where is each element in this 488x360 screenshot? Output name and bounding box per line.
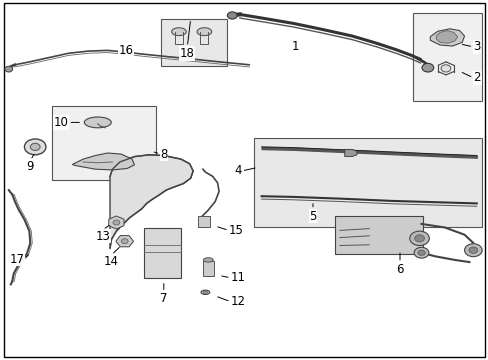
- Polygon shape: [344, 149, 356, 157]
- Text: 7: 7: [160, 292, 167, 305]
- Circle shape: [113, 220, 120, 225]
- Text: 16: 16: [119, 44, 133, 57]
- Circle shape: [414, 235, 424, 242]
- Polygon shape: [110, 155, 193, 248]
- Polygon shape: [435, 31, 457, 43]
- Circle shape: [121, 239, 128, 244]
- Circle shape: [417, 250, 425, 256]
- Ellipse shape: [203, 258, 213, 262]
- Text: 15: 15: [228, 224, 243, 237]
- Ellipse shape: [171, 28, 186, 36]
- Text: 12: 12: [230, 295, 245, 308]
- Text: 13: 13: [95, 230, 110, 243]
- Circle shape: [30, 143, 40, 150]
- Circle shape: [227, 12, 237, 19]
- Ellipse shape: [201, 290, 209, 294]
- Text: 11: 11: [230, 271, 245, 284]
- Circle shape: [5, 66, 13, 72]
- Circle shape: [464, 244, 481, 257]
- Text: 10: 10: [54, 116, 68, 129]
- Text: 17: 17: [9, 253, 24, 266]
- Circle shape: [468, 247, 477, 253]
- Text: 18: 18: [180, 47, 194, 60]
- Text: 1: 1: [291, 40, 299, 53]
- Bar: [254, 138, 481, 227]
- Circle shape: [409, 231, 428, 246]
- Polygon shape: [429, 29, 464, 46]
- Ellipse shape: [203, 291, 207, 293]
- Text: 4: 4: [234, 165, 241, 177]
- Text: 5: 5: [308, 210, 316, 222]
- Text: 8: 8: [160, 148, 167, 161]
- Text: 14: 14: [104, 255, 119, 268]
- Ellipse shape: [84, 117, 111, 128]
- Text: 9: 9: [26, 160, 34, 173]
- Bar: [334, 216, 422, 254]
- Circle shape: [24, 139, 46, 155]
- Bar: [203, 261, 213, 276]
- Circle shape: [440, 65, 450, 72]
- Text: 3: 3: [472, 40, 480, 53]
- Circle shape: [421, 63, 433, 72]
- Ellipse shape: [197, 28, 211, 36]
- Bar: [198, 216, 210, 227]
- Polygon shape: [72, 153, 134, 170]
- Bar: [161, 19, 227, 66]
- Text: 2: 2: [472, 71, 480, 84]
- Bar: [144, 228, 181, 278]
- Bar: [52, 106, 156, 180]
- Text: 6: 6: [395, 263, 403, 276]
- Bar: [412, 13, 481, 101]
- Circle shape: [413, 247, 428, 258]
